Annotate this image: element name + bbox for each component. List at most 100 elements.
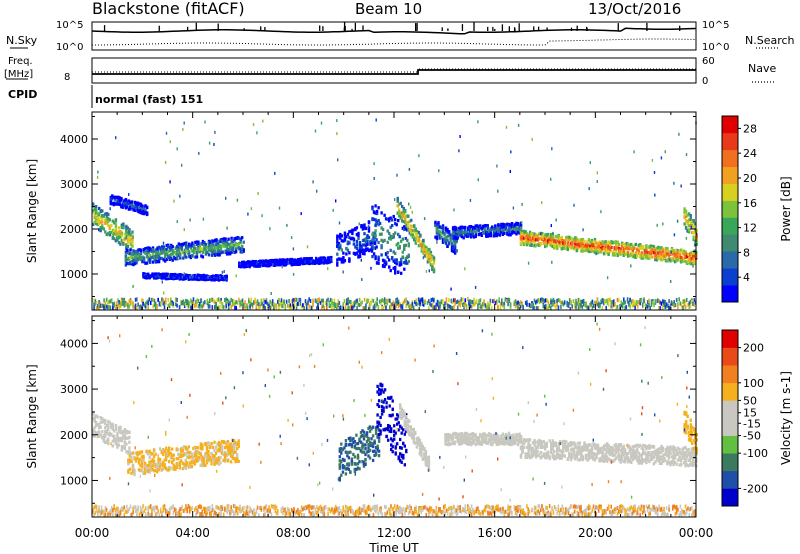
data-cell — [497, 304, 499, 309]
data-cell — [250, 263, 253, 267]
data-cell — [684, 304, 687, 309]
data-cell — [158, 460, 162, 465]
data-cell — [210, 246, 214, 250]
data-cell — [667, 250, 671, 254]
data-cell — [342, 251, 345, 255]
data-cell — [402, 211, 405, 215]
data-cell — [557, 235, 560, 239]
data-cell — [304, 260, 307, 264]
data-cell — [397, 304, 400, 309]
data-cell — [470, 229, 473, 233]
data-cell — [116, 434, 119, 438]
data-cell — [373, 246, 377, 250]
data-cell — [525, 232, 529, 236]
data-cell — [446, 234, 449, 239]
data-cell — [161, 247, 164, 251]
data-cell — [563, 242, 566, 246]
data-cell — [571, 240, 574, 244]
data-cell — [127, 462, 130, 466]
data-cell — [153, 298, 156, 303]
data-cell — [695, 239, 698, 243]
data-cell — [392, 300, 395, 305]
data-cell — [120, 238, 124, 243]
data-cell — [663, 300, 665, 305]
data-cell — [518, 231, 521, 235]
data-cell — [127, 262, 131, 266]
data-cell — [144, 209, 147, 213]
data-cell — [116, 442, 119, 446]
data-cell — [262, 119, 264, 123]
data-cell — [280, 262, 283, 266]
data-cell — [162, 258, 165, 262]
data-cell — [545, 298, 547, 303]
data-cell — [177, 242, 180, 246]
data-cell — [633, 150, 635, 154]
data-cell — [517, 300, 519, 305]
data-cell — [692, 237, 695, 242]
data-cell — [273, 305, 275, 310]
data-cell — [544, 240, 547, 244]
data-cell — [434, 224, 437, 228]
data-cell — [254, 299, 256, 304]
data-cell — [658, 299, 660, 304]
data-cell — [504, 226, 508, 230]
data-cell — [431, 297, 434, 302]
data-cells — [92, 118, 698, 311]
data-cell — [154, 248, 158, 252]
data-cell — [257, 260, 260, 264]
data-cell — [544, 233, 547, 237]
data-cell — [479, 224, 482, 228]
data-cell — [206, 301, 209, 306]
data-cell — [189, 255, 192, 259]
data-cell — [211, 274, 215, 278]
data-cell — [147, 256, 150, 260]
data-cell — [354, 227, 357, 231]
data-cell — [312, 303, 314, 307]
data-cell — [381, 227, 385, 232]
data-cell — [630, 247, 633, 251]
data-cell — [176, 244, 179, 248]
data-cell — [401, 216, 404, 220]
data-cell — [660, 156, 663, 160]
data-cell — [122, 225, 125, 229]
data-cell — [599, 243, 603, 247]
data-cell — [374, 218, 377, 222]
data-cell — [587, 249, 591, 254]
data-cell — [289, 259, 292, 263]
data-cell — [248, 299, 250, 304]
data-cell — [98, 434, 101, 438]
data-cell — [550, 241, 553, 245]
data-cell — [336, 132, 338, 136]
data-cell — [429, 257, 433, 261]
data-cell — [142, 298, 144, 303]
data-cell — [482, 226, 485, 230]
data-cell — [328, 301, 331, 306]
data-cell — [606, 301, 609, 305]
nsky-panel — [91, 21, 697, 51]
data-cell — [521, 232, 524, 236]
data-cell — [610, 304, 612, 309]
data-cell — [214, 276, 218, 280]
data-cell — [128, 230, 131, 234]
nave-curve — [92, 68, 696, 73]
data-cell — [93, 425, 96, 430]
data-cell — [119, 301, 122, 306]
data-cell — [140, 465, 144, 469]
data-cell — [680, 184, 682, 188]
data-cell — [592, 249, 595, 253]
data-cell — [401, 204, 404, 209]
data-cell — [104, 218, 107, 222]
data-cell — [661, 253, 665, 257]
data-cell — [342, 256, 345, 260]
data-cell — [108, 431, 111, 435]
data-cell — [123, 201, 126, 205]
data-cell — [693, 252, 696, 256]
data-cell — [117, 202, 120, 206]
data-cell — [596, 302, 599, 307]
data-cell — [228, 243, 232, 247]
data-cell — [301, 261, 304, 265]
data-cell — [670, 251, 674, 255]
data-cell — [96, 211, 99, 215]
data-cell — [509, 304, 512, 309]
data-cell — [665, 302, 668, 307]
